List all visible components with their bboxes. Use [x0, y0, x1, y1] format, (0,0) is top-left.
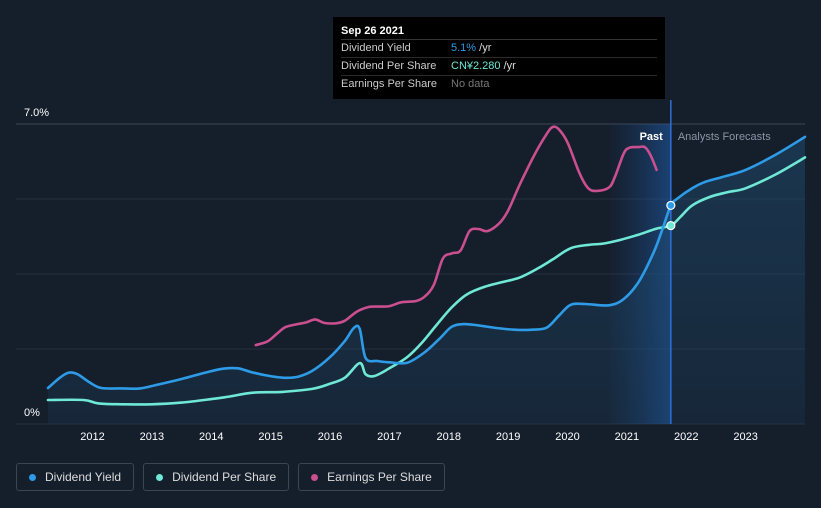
legend-label: Earnings Per Share	[327, 470, 432, 484]
x-tick-label: 2014	[199, 431, 223, 443]
legend-dot-icon	[311, 473, 319, 481]
y-axis-top-label: 7.0%	[24, 107, 49, 119]
tooltip-suffix: /yr	[476, 42, 492, 54]
tooltip-row-dividend-yield: Dividend Yield 5.1% /yr	[341, 40, 657, 58]
x-tick-label: 2020	[555, 431, 579, 443]
legend-dividend-yield-button[interactable]: Dividend Yield	[16, 463, 135, 491]
dividend-yield-marker	[666, 200, 676, 211]
tooltip-value: CN¥2.280	[451, 60, 501, 72]
tooltip-label: Dividend Yield	[341, 42, 411, 54]
x-tick-label: 2012	[80, 431, 104, 443]
chart-legend: Dividend Yield Dividend Per Share Earnin…	[16, 463, 445, 491]
y-axis-bottom-label: 0%	[24, 407, 40, 419]
legend-dividend-per-share-button[interactable]: Dividend Per Share	[143, 463, 290, 491]
legend-earnings-per-share-button[interactable]: Earnings Per Share	[298, 463, 445, 491]
tooltip-suffix: /yr	[500, 60, 516, 72]
x-tick-label: 2015	[258, 431, 282, 443]
x-tick-label: 2017	[377, 431, 401, 443]
past-label: Past	[640, 131, 664, 143]
dividend-per-share-marker	[666, 220, 676, 231]
tooltip-date: Sep 26 2021	[341, 23, 657, 40]
x-tick-label: 2016	[318, 431, 342, 443]
x-tick-label: 2019	[496, 431, 520, 443]
x-tick-label: 2023	[733, 431, 757, 443]
tooltip-value: 5.1%	[451, 42, 477, 54]
legend-label: Dividend Per Share	[172, 470, 277, 484]
x-axis-ticks: 2012 2013 2014 2015 2016 2017 2018 2019 2020 2021…	[80, 431, 758, 443]
legend-dot-icon	[29, 473, 36, 481]
hover-markers	[666, 200, 676, 231]
tooltip-row-dividend-per-share: Dividend Per Share CN¥2.280 /yr	[341, 58, 657, 76]
x-tick-label: 2013	[140, 431, 164, 443]
earnings-per-share-line	[254, 125, 658, 347]
x-tick-label: 2022	[674, 431, 698, 443]
x-tick-label: 2021	[615, 431, 639, 443]
dividend-yield-area	[48, 136, 805, 424]
tooltip-label: Dividend Per Share	[341, 60, 437, 72]
tooltip-row-earnings-per-share: Earnings Per Share No data	[341, 76, 657, 93]
dividend-yield-line	[46, 135, 807, 391]
legend-dot-icon	[156, 473, 164, 481]
tooltip-value: No data	[451, 78, 490, 90]
hover-tooltip: Sep 26 2021 Dividend Yield 5.1% /yr Divi…	[333, 17, 665, 99]
x-tick-label: 2018	[437, 431, 461, 443]
legend-label: Dividend Yield	[45, 470, 122, 484]
forecast-label: Analysts Forecasts	[678, 131, 771, 143]
tooltip-label: Earnings Per Share	[341, 78, 437, 90]
